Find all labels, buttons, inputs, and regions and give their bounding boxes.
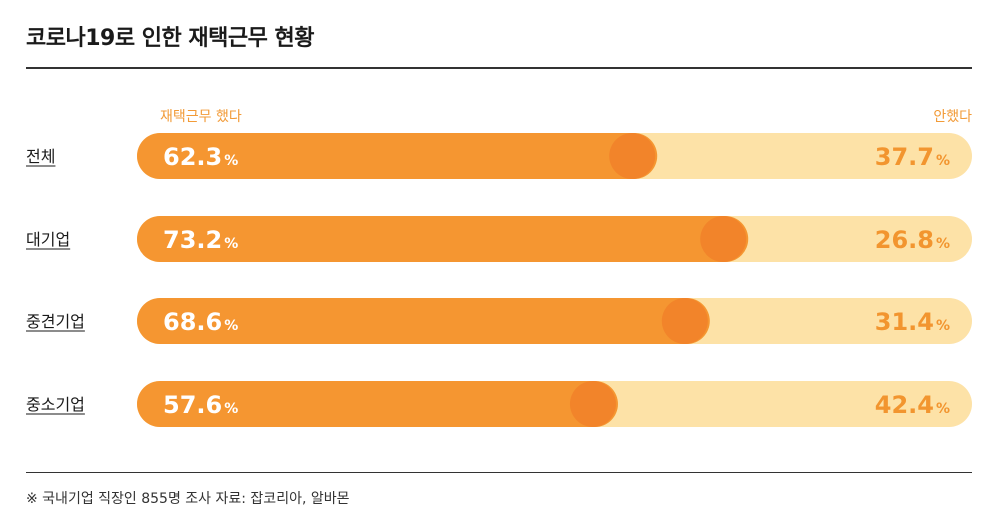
bar-did-end-cap xyxy=(700,216,747,262)
bar-did xyxy=(137,133,658,179)
value-label-did-not: 42.4% xyxy=(875,391,950,419)
footnote: ※ 국내기업 직장인 855명 조사 자료: 잡코리아, 알바몬 xyxy=(26,491,350,507)
value-label-did: 68.6% xyxy=(163,308,238,336)
value-label-did: 62.3% xyxy=(163,143,238,171)
bar-did-end-cap xyxy=(569,381,616,427)
category-label: 전체 xyxy=(26,147,55,166)
value-label-did-not: 37.7% xyxy=(875,143,950,171)
value-label-did: 73.2% xyxy=(163,226,238,254)
category-label: 중소기업 xyxy=(26,395,85,414)
title-divider xyxy=(26,67,972,69)
footnote-divider xyxy=(26,472,972,473)
legend-did-not-label: 안했다 xyxy=(933,109,972,125)
bar-did xyxy=(137,381,618,427)
bar-did xyxy=(137,298,710,344)
category-label: 대기업 xyxy=(26,230,70,249)
value-label-did: 57.6% xyxy=(163,391,238,419)
legend-did-label: 재택근무 했다 xyxy=(160,109,242,125)
bar-did-end-cap xyxy=(609,133,656,179)
chart-title: 코로나19로 인한 재택근무 현황 xyxy=(26,26,314,51)
value-label-did-not: 31.4% xyxy=(875,308,950,336)
category-label: 중견기업 xyxy=(26,312,85,331)
value-label-did-not: 26.8% xyxy=(875,226,950,254)
bar-did-end-cap xyxy=(661,298,708,344)
bar-did xyxy=(137,216,749,262)
